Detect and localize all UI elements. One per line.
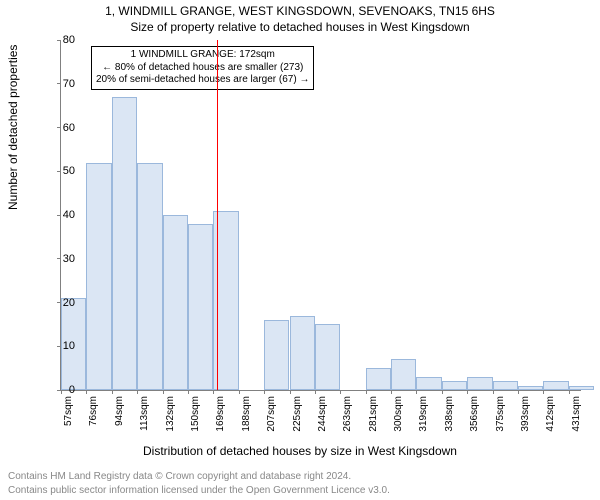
x-tick-mark <box>188 390 189 394</box>
histogram-bar <box>416 377 441 390</box>
histogram-bar <box>569 386 594 390</box>
annotation-line-2: ← 80% of detached houses are smaller (27… <box>96 62 309 75</box>
plot-area: 1 WINDMILL GRANGE: 172sqm ← 80% of detac… <box>60 40 581 391</box>
x-axis-label: Distribution of detached houses by size … <box>0 444 600 458</box>
histogram-bar <box>137 163 162 391</box>
y-tick-label: 10 <box>63 340 75 352</box>
x-tick-label: 393sqm <box>520 396 531 432</box>
x-tick-mark <box>163 390 164 394</box>
y-tick-label: 0 <box>69 384 75 396</box>
x-tick-label: 76sqm <box>88 396 99 426</box>
y-tick-label: 80 <box>63 34 75 46</box>
histogram-bar <box>290 316 315 390</box>
y-tick-label: 20 <box>63 297 75 309</box>
x-tick-mark <box>61 390 62 394</box>
y-tick-mark <box>57 83 61 84</box>
x-tick-label: 150sqm <box>190 396 201 432</box>
histogram-bar <box>188 224 213 390</box>
x-tick-mark <box>264 390 265 394</box>
y-tick-label: 70 <box>63 78 75 90</box>
x-tick-label: 207sqm <box>266 396 277 432</box>
x-tick-mark <box>366 390 367 394</box>
x-tick-label: 338sqm <box>444 396 455 432</box>
y-tick-mark <box>57 127 61 128</box>
y-tick-label: 50 <box>63 165 75 177</box>
x-tick-label: 356sqm <box>469 396 480 432</box>
x-tick-mark <box>518 390 519 394</box>
x-tick-label: 431sqm <box>571 396 582 432</box>
x-tick-mark <box>442 390 443 394</box>
histogram-bar <box>86 163 111 391</box>
x-tick-mark <box>467 390 468 394</box>
x-tick-label: 113sqm <box>139 396 150 431</box>
x-tick-mark <box>239 390 240 394</box>
x-tick-mark <box>493 390 494 394</box>
chart-title-sub: Size of property relative to detached ho… <box>0 20 600 34</box>
y-axis-label: Number of detached properties <box>6 45 20 210</box>
annotation-box: 1 WINDMILL GRANGE: 172sqm ← 80% of detac… <box>91 46 314 90</box>
histogram-bar <box>112 97 137 390</box>
x-tick-label: 263sqm <box>342 396 353 432</box>
x-tick-label: 412sqm <box>545 396 556 432</box>
histogram-bar <box>442 381 467 390</box>
x-tick-label: 319sqm <box>418 396 429 432</box>
x-tick-mark <box>213 390 214 394</box>
annotation-line-1: 1 WINDMILL GRANGE: 172sqm <box>96 49 309 62</box>
histogram-bar <box>366 368 391 390</box>
histogram-bar <box>315 324 340 390</box>
x-tick-label: 225sqm <box>292 396 303 432</box>
y-tick-mark <box>57 171 61 172</box>
histogram-bar <box>467 377 492 390</box>
y-tick-mark <box>57 40 61 41</box>
x-tick-mark <box>315 390 316 394</box>
reference-line <box>217 40 218 390</box>
chart-container: 1, WINDMILL GRANGE, WEST KINGSDOWN, SEVE… <box>0 0 600 500</box>
x-tick-mark <box>543 390 544 394</box>
y-tick-mark <box>57 258 61 259</box>
chart-title-main: 1, WINDMILL GRANGE, WEST KINGSDOWN, SEVE… <box>0 4 600 18</box>
footer-line-2: Contains public sector information licen… <box>8 485 390 496</box>
x-tick-label: 57sqm <box>63 396 74 426</box>
x-tick-label: 188sqm <box>241 396 252 432</box>
x-tick-label: 94sqm <box>114 396 125 426</box>
annotation-line-3: 20% of semi-detached houses are larger (… <box>96 74 309 87</box>
x-tick-label: 281sqm <box>368 396 379 432</box>
x-tick-mark <box>137 390 138 394</box>
y-tick-label: 60 <box>63 122 75 134</box>
x-tick-mark <box>86 390 87 394</box>
y-tick-mark <box>57 215 61 216</box>
x-tick-label: 300sqm <box>393 396 404 432</box>
x-tick-mark <box>391 390 392 394</box>
footer-line-1: Contains HM Land Registry data © Crown c… <box>8 471 351 482</box>
histogram-bar <box>493 381 518 390</box>
x-tick-mark <box>340 390 341 394</box>
histogram-bar <box>163 215 188 390</box>
x-tick-mark <box>112 390 113 394</box>
y-tick-label: 30 <box>63 253 75 265</box>
histogram-bar <box>391 359 416 390</box>
y-tick-label: 40 <box>63 209 75 221</box>
histogram-bar <box>543 381 568 390</box>
x-tick-label: 375sqm <box>495 396 506 432</box>
histogram-bar <box>264 320 289 390</box>
x-tick-mark <box>569 390 570 394</box>
x-tick-label: 132sqm <box>165 396 176 432</box>
x-tick-label: 244sqm <box>317 396 328 432</box>
x-tick-mark <box>416 390 417 394</box>
histogram-bar <box>518 386 543 390</box>
x-tick-mark <box>290 390 291 394</box>
x-tick-label: 169sqm <box>215 396 226 432</box>
